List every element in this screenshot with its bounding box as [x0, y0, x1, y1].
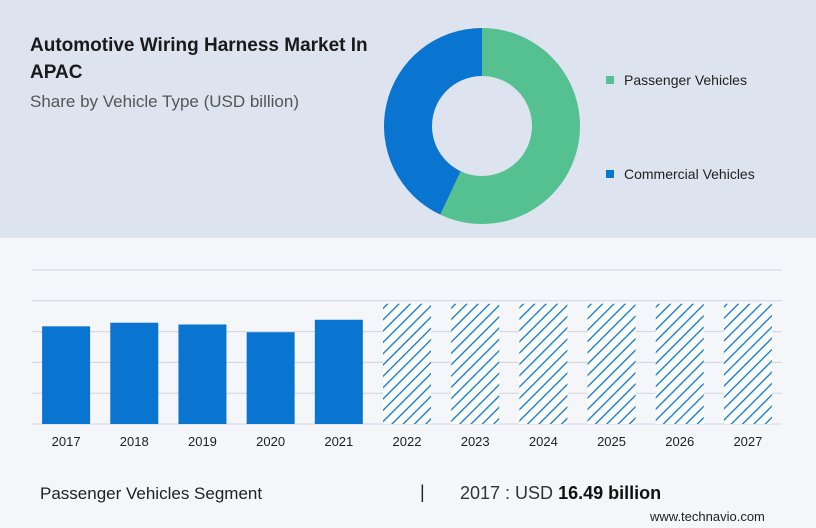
x-tick-label: 2021 — [324, 434, 353, 449]
summary-panel: Automotive Wiring Harness Market In APAC… — [0, 0, 816, 238]
x-tick-label: 2020 — [256, 434, 285, 449]
segment-value: 2017 : USD 16.49 billion — [460, 483, 661, 504]
bar-2023 — [451, 303, 500, 424]
x-tick-label: 2026 — [665, 434, 694, 449]
bar-2024 — [519, 303, 568, 424]
bar-2022 — [383, 303, 431, 424]
bar-2021 — [314, 319, 363, 424]
x-tick-label: 2019 — [188, 434, 217, 449]
chart-title: Automotive Wiring Harness Market In APAC — [30, 35, 368, 83]
bar-2027 — [723, 303, 772, 424]
footer-separator: | — [420, 482, 425, 502]
legend-item-1: Passenger Vehicles — [606, 72, 747, 88]
segment-value-amount: 16.49 billion — [558, 483, 662, 503]
x-tick-label: 2017 — [52, 434, 81, 449]
x-tick-label: 2027 — [733, 434, 762, 449]
bar-2026 — [655, 303, 704, 424]
x-tick-label: 2024 — [529, 434, 558, 449]
legend-item-2: Commercial Vehicles — [606, 166, 755, 182]
donut-slice-2 — [384, 28, 482, 215]
legend-label: Commercial Vehicles — [624, 166, 755, 182]
bar-2025 — [587, 303, 636, 424]
donut-chart — [384, 28, 580, 224]
legend-label: Passenger Vehicles — [624, 72, 747, 88]
bar-2019 — [178, 324, 227, 424]
chart-subtitle: Share by Vehicle Type (USD billion) — [30, 92, 299, 111]
x-tick-label: 2018 — [120, 434, 149, 449]
x-tick-label: 2022 — [393, 434, 422, 449]
bar-2020 — [246, 332, 295, 424]
x-tick-label: 2023 — [461, 434, 490, 449]
legend-swatch — [606, 170, 614, 179]
bar-chart: 2017 2018 2019 2020 2021 2022 2023 2024 2025 2026… — [32, 269, 782, 449]
bar-2017 — [42, 326, 91, 424]
bar-2018 — [110, 322, 159, 424]
segment-value-prefix: 2017 : USD — [460, 483, 559, 503]
brand-link[interactable]: www.technavio.com — [650, 509, 765, 524]
donut-slice-1 — [440, 28, 580, 224]
segment-label: Passenger Vehicles Segment — [40, 484, 263, 503]
x-tick-label: 2025 — [597, 434, 626, 449]
legend-swatch — [606, 76, 614, 85]
